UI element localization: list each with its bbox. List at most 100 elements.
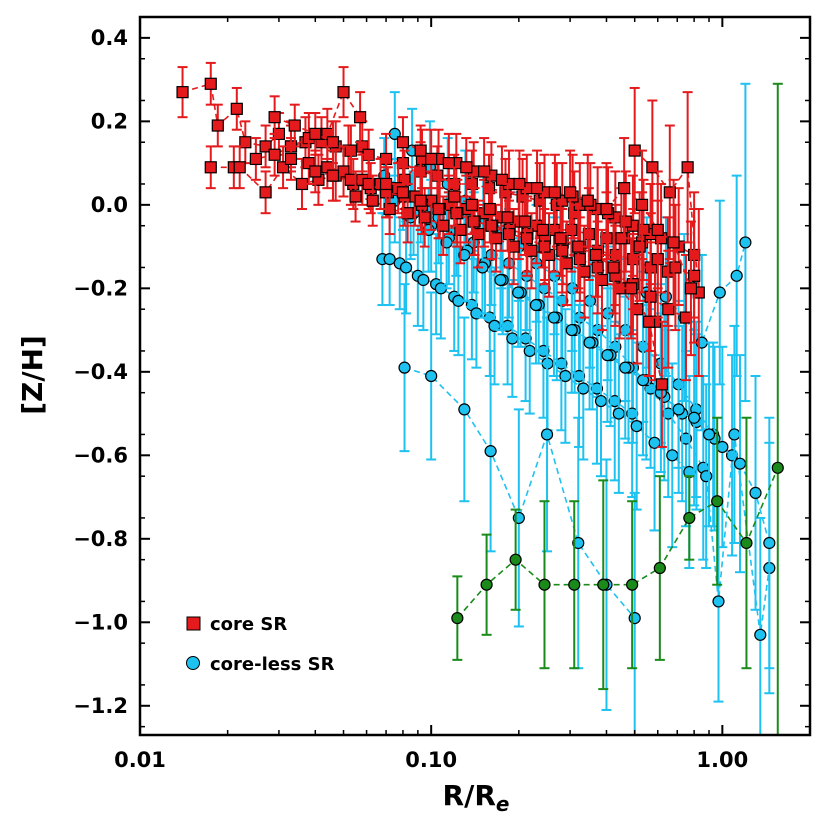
core-less-sr-point <box>749 486 762 499</box>
core-sr-point <box>530 182 544 195</box>
core-less-sr-point <box>601 349 614 362</box>
core-sr-point <box>581 194 594 207</box>
core-sr-point <box>483 202 496 216</box>
core-less-sr-point <box>763 536 776 550</box>
core-less-sr-point <box>512 286 525 299</box>
core-less-sr-profile <box>376 212 639 499</box>
core-less-sr-point <box>716 440 729 454</box>
x-tick-label: 1.00 <box>696 748 748 772</box>
core-sr-point <box>625 282 638 295</box>
core-sr-point <box>619 215 632 228</box>
core-less-sr-point <box>608 394 621 408</box>
unlabeled-green-point <box>480 578 493 591</box>
unlabeled-green-point <box>653 561 666 575</box>
core-sr-point <box>572 240 585 253</box>
core-sr-point <box>259 140 272 153</box>
core-less-sr-point <box>540 428 554 441</box>
core-sr-point <box>349 190 362 203</box>
core-sr-point <box>249 152 262 166</box>
core-less-sr-point <box>700 470 713 483</box>
core-sr-point <box>432 202 445 216</box>
core-sr-point <box>554 232 567 245</box>
core-sr-point <box>379 177 393 191</box>
core-less-sr-point <box>529 298 543 312</box>
core-less-sr-point <box>523 344 536 358</box>
core-less-sr-point <box>630 419 643 433</box>
unlabeled-green-point <box>711 495 724 508</box>
core-sr-point <box>276 161 290 174</box>
core-sr-point <box>563 186 577 199</box>
core-sr-point <box>582 227 595 241</box>
core-less-sr-point <box>739 236 752 249</box>
y-tick-label: −0.2 <box>73 276 128 300</box>
core-sr-point <box>655 378 668 391</box>
unlabeled-green-point <box>771 461 784 474</box>
core-sr-point <box>396 136 410 149</box>
core-less-sr-point <box>754 628 767 641</box>
core-less-sr-point <box>425 369 438 383</box>
legend-marker-core-less-sr <box>186 656 200 670</box>
x-axis-label-main: R/R <box>443 779 496 812</box>
core-less-sr-point <box>494 273 507 287</box>
core-sr-point <box>204 161 217 174</box>
core-less-sr-point <box>628 612 641 625</box>
core-less-sr-point <box>713 286 726 299</box>
series-group <box>176 61 784 735</box>
core-sr-point <box>268 111 281 124</box>
y-tick-label: −0.8 <box>73 527 128 551</box>
core-sr-profile <box>448 166 668 448</box>
core-sr-profile <box>563 137 698 357</box>
core-sr-point <box>662 303 675 316</box>
core-sr-point <box>362 177 375 191</box>
core-sr-point <box>366 194 379 207</box>
core-sr-point <box>467 215 480 228</box>
core-less-sr-point <box>612 407 625 420</box>
x-axis-label: R/Re <box>443 779 510 816</box>
core-sr-point <box>478 165 491 178</box>
core-less-sr-point <box>383 253 396 266</box>
core-sr-point <box>309 127 322 140</box>
unlabeled-green-profile <box>451 82 784 735</box>
core-sr-point <box>536 223 550 236</box>
y-tick-label: −0.6 <box>73 443 128 467</box>
unlabeled-green-point <box>451 612 464 625</box>
core-sr-point <box>176 86 189 99</box>
core-less-sr-point <box>730 269 743 282</box>
core-sr-point <box>288 119 301 132</box>
core-less-sr-point <box>712 595 725 608</box>
core-less-sr-line <box>394 200 683 415</box>
core-sr-point <box>204 77 217 90</box>
core-sr-point <box>642 315 656 328</box>
core-sr-point <box>688 269 701 282</box>
legend: core SR core-less SR <box>186 614 335 675</box>
core-sr-point <box>651 223 664 236</box>
core-sr-point <box>396 186 410 199</box>
core-sr-point <box>618 182 631 195</box>
y-tick-label: 0.0 <box>91 193 128 217</box>
core-sr-point <box>520 232 533 245</box>
y-tick-label: −0.4 <box>73 360 128 384</box>
core-less-sr-point <box>565 323 578 337</box>
core-less-sr-point <box>666 449 679 462</box>
unlabeled-green-point <box>568 578 581 591</box>
core-sr-point <box>548 186 561 199</box>
core-sr-point <box>211 119 224 132</box>
core-sr-point <box>414 144 427 157</box>
core-sr-point <box>635 198 649 211</box>
core-less-sr-point <box>619 361 632 374</box>
core-sr-point <box>538 240 551 253</box>
core-less-sr-point <box>583 336 596 349</box>
y-tick-label: −1.2 <box>73 694 128 718</box>
legend-marker-core-sr <box>186 616 201 631</box>
core-sr-point <box>607 261 620 274</box>
core-sr-point <box>646 161 659 174</box>
core-sr-point <box>669 261 682 274</box>
core-sr-point <box>591 261 604 274</box>
core-less-sr-point <box>399 261 413 274</box>
legend-label-core-sr: core SR <box>210 614 287 635</box>
core-less-sr-point <box>733 457 747 470</box>
core-sr-point <box>485 219 498 232</box>
core-sr-point <box>502 227 516 241</box>
core-sr-point <box>239 136 252 149</box>
